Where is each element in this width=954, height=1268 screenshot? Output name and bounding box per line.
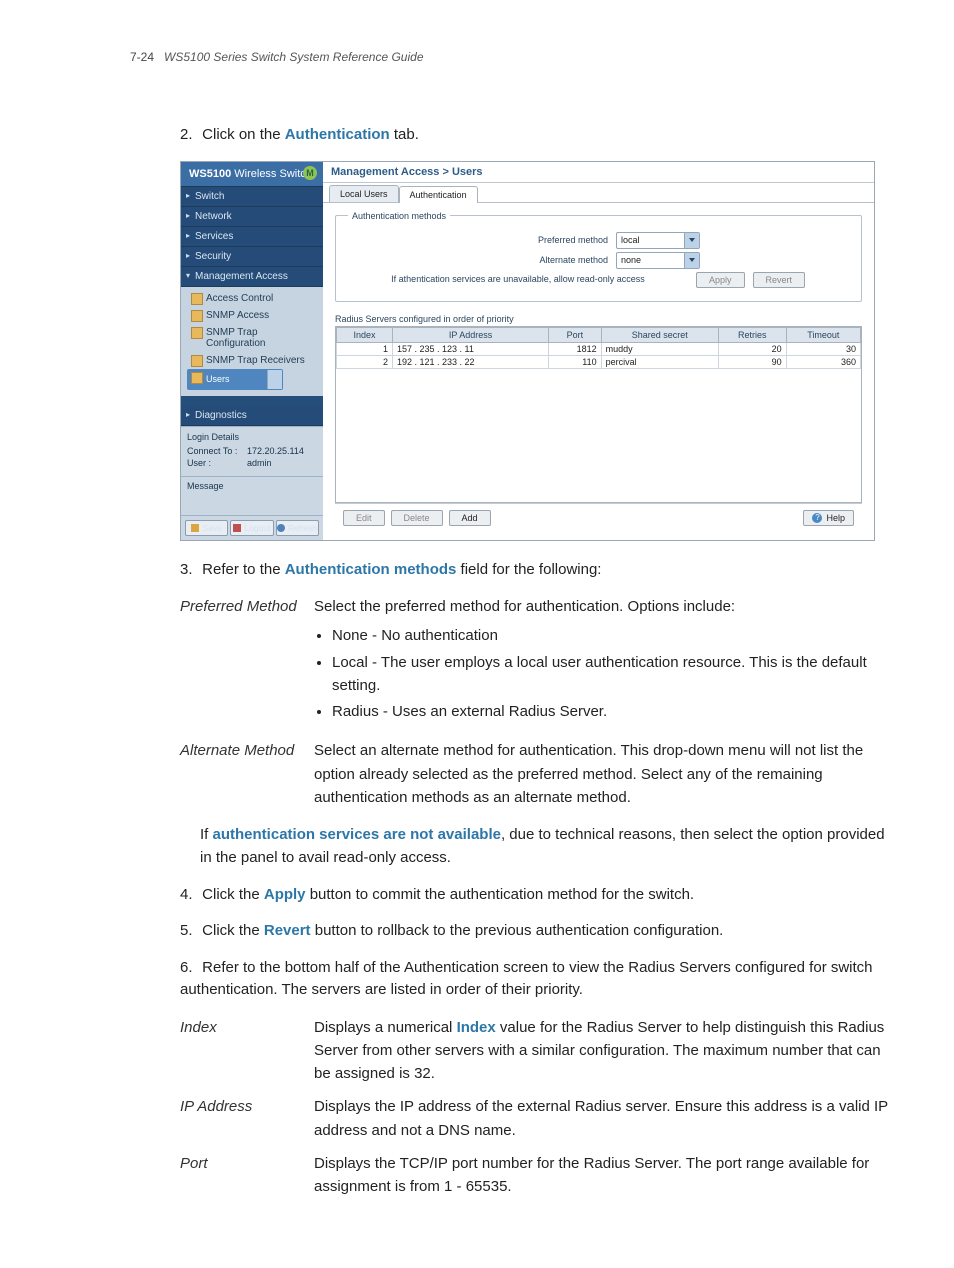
col-timeout[interactable]: Timeout	[786, 327, 860, 342]
unavailable-note: If athentication services are unavailabl…	[348, 274, 688, 286]
revert-button[interactable]: Revert	[753, 272, 806, 288]
alternate-label: Alternate method	[348, 255, 608, 265]
step-5: 5. Click the Revert button to rollback t…	[180, 920, 894, 943]
delete-button[interactable]: Delete	[391, 510, 443, 526]
nav-sublist: Access Control SNMP Access SNMP Trap Con…	[181, 287, 323, 396]
logout-button[interactable]: Logout	[230, 520, 273, 536]
sub-access-control[interactable]: Access Control	[187, 290, 319, 307]
brand-icon: M	[303, 166, 317, 180]
def-preferred: Preferred Method Select the preferred me…	[180, 595, 894, 729]
refresh-button[interactable]: Refresh	[276, 520, 319, 536]
def-alternate: Alternate Method Select an alternate met…	[180, 739, 894, 809]
radius-table: Index IP Address Port Shared secret Retr…	[335, 326, 862, 503]
doc-title: WS5100 Series Switch System Reference Gu…	[164, 50, 423, 64]
add-button[interactable]: Add	[449, 510, 491, 526]
auth-methods-fieldset: Authentication methods Preferred method …	[335, 211, 862, 302]
chevron-down-icon	[689, 258, 695, 262]
preferred-label: Preferred method	[348, 235, 608, 245]
nav-network[interactable]: Network	[181, 207, 323, 227]
brand-bar: WS5100 Wireless Switch M	[181, 162, 323, 187]
apply-button[interactable]: Apply	[696, 272, 745, 288]
tab-local-users[interactable]: Local Users	[329, 185, 399, 202]
col-secret[interactable]: Shared secret	[601, 327, 718, 342]
col-index[interactable]: Index	[337, 327, 393, 342]
table-row[interactable]: 1 157 . 235 . 123 . 11 1812 muddy 20 30	[337, 342, 861, 355]
nav-management-access[interactable]: Management Access	[181, 267, 323, 287]
sub-snmp-trap-recv[interactable]: SNMP Trap Receivers	[187, 352, 319, 369]
sidebar-buttons: Save Logout Refresh	[181, 515, 323, 540]
note-auth-unavailable: If authentication services are not avail…	[200, 823, 894, 870]
tab-bar: Local Users Authentication	[323, 183, 874, 203]
panel-footer: Edit Delete Add ?Help	[335, 503, 862, 532]
step-3: 3. Refer to the Authentication methods f…	[180, 559, 894, 582]
logout-icon	[233, 524, 241, 532]
app-screenshot: WS5100 Wireless Switch M Switch Network …	[180, 161, 875, 541]
page-header: 7-24 WS5100 Series Switch System Referen…	[130, 50, 894, 64]
sub-snmp-trap-config[interactable]: SNMP Trap Configuration	[187, 324, 319, 352]
nav-diagnostics[interactable]: Diagnostics	[181, 406, 323, 426]
table-caption: Radius Servers configured in order of pr…	[335, 314, 862, 324]
table-row[interactable]: 2 192 . 121 . 233 . 22 110 percival 90 3…	[337, 355, 861, 368]
edit-button[interactable]: Edit	[343, 510, 385, 526]
nav-security[interactable]: Security	[181, 247, 323, 267]
col-ip[interactable]: IP Address	[392, 327, 548, 342]
tab-authentication[interactable]: Authentication	[399, 186, 478, 203]
col-retries[interactable]: Retries	[718, 327, 786, 342]
chevron-down-icon	[689, 238, 695, 242]
step-4: 4. Click the Apply button to commit the …	[180, 884, 894, 907]
save-icon	[191, 524, 199, 532]
main-panel: Management Access > Users Local Users Au…	[323, 162, 874, 540]
def-ip: IP Address Displays the IP address of th…	[180, 1095, 894, 1142]
save-button[interactable]: Save	[185, 520, 228, 536]
login-details: Login Details Connect To :172.20.25.114 …	[181, 426, 323, 476]
nav-services[interactable]: Services	[181, 227, 323, 247]
sidebar: WS5100 Wireless Switch M Switch Network …	[181, 162, 323, 540]
alternate-select[interactable]: none	[616, 252, 700, 269]
preferred-select[interactable]: local	[616, 232, 700, 249]
step-6: 6. Refer to the bottom half of the Authe…	[180, 957, 894, 1002]
message-box: Message	[181, 476, 323, 515]
nav-switch[interactable]: Switch	[181, 187, 323, 207]
help-icon: ?	[812, 513, 822, 523]
refresh-icon	[277, 524, 285, 532]
help-button[interactable]: ?Help	[803, 510, 854, 526]
def-index: Index Displays a numerical Index value f…	[180, 1016, 894, 1086]
page-number: 7-24	[130, 50, 154, 64]
col-port[interactable]: Port	[549, 327, 601, 342]
step-2: 2. Click on the Authentication tab.	[180, 124, 894, 147]
def-port: Port Displays the TCP/IP port number for…	[180, 1152, 894, 1199]
breadcrumb: Management Access > Users	[323, 162, 874, 183]
sub-snmp-access[interactable]: SNMP Access	[187, 307, 319, 324]
sub-users[interactable]: Users	[187, 369, 283, 390]
